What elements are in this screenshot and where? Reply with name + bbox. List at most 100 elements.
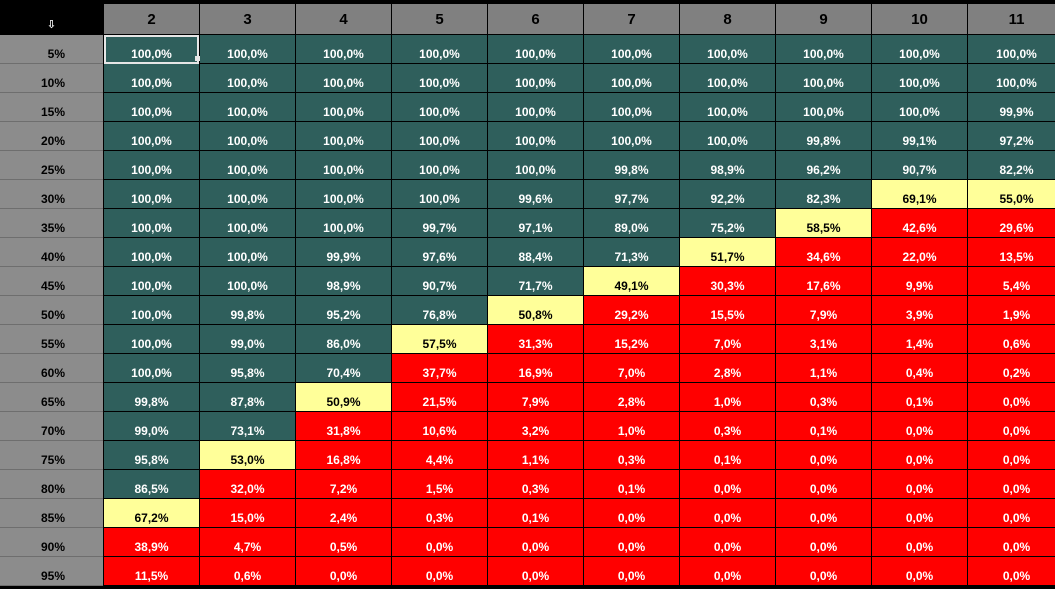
- table-cell[interactable]: 2,8%: [584, 383, 679, 412]
- table-cell[interactable]: 0,3%: [584, 441, 679, 470]
- table-cell[interactable]: 2,4%: [296, 499, 391, 528]
- table-cell[interactable]: 15,5%: [680, 296, 775, 325]
- table-cell[interactable]: 100,0%: [584, 93, 679, 122]
- table-cell[interactable]: 0,0%: [488, 557, 583, 586]
- row-header[interactable]: 45%: [0, 267, 103, 296]
- table-cell[interactable]: 100,0%: [872, 35, 967, 64]
- table-cell[interactable]: 100,0%: [104, 354, 199, 383]
- table-cell[interactable]: 100,0%: [872, 64, 967, 93]
- table-cell[interactable]: 32,0%: [200, 470, 295, 499]
- table-cell[interactable]: 100,0%: [584, 64, 679, 93]
- table-cell[interactable]: 100,0%: [488, 122, 583, 151]
- table-cell[interactable]: 0,0%: [968, 383, 1055, 412]
- table-cell[interactable]: 0,3%: [488, 470, 583, 499]
- table-cell[interactable]: 100,0%: [200, 180, 295, 209]
- table-cell[interactable]: 99,6%: [488, 180, 583, 209]
- table-cell[interactable]: 0,0%: [968, 528, 1055, 557]
- table-cell[interactable]: 0,1%: [584, 470, 679, 499]
- table-cell[interactable]: 92,2%: [680, 180, 775, 209]
- table-cell[interactable]: 100,0%: [392, 93, 487, 122]
- table-cell[interactable]: 16,8%: [296, 441, 391, 470]
- table-cell[interactable]: 100,0%: [104, 296, 199, 325]
- table-cell[interactable]: 0,3%: [392, 499, 487, 528]
- table-cell[interactable]: 100,0%: [104, 267, 199, 296]
- table-cell[interactable]: 71,7%: [488, 267, 583, 296]
- table-cell[interactable]: 100,0%: [776, 64, 871, 93]
- table-cell[interactable]: 100,0%: [680, 93, 775, 122]
- table-cell[interactable]: 34,6%: [776, 238, 871, 267]
- table-cell[interactable]: 100,0%: [200, 151, 295, 180]
- table-cell[interactable]: 0,1%: [680, 441, 775, 470]
- row-header[interactable]: 75%: [0, 441, 103, 470]
- table-cell[interactable]: 99,1%: [872, 122, 967, 151]
- row-header[interactable]: 40%: [0, 238, 103, 267]
- table-cell[interactable]: 31,3%: [488, 325, 583, 354]
- table-cell[interactable]: 0,0%: [584, 499, 679, 528]
- table-cell[interactable]: 13,5%: [968, 238, 1055, 267]
- table-cell[interactable]: 100,0%: [200, 209, 295, 238]
- table-cell[interactable]: 7,2%: [296, 470, 391, 499]
- row-header[interactable]: 10%: [0, 64, 103, 93]
- table-cell[interactable]: 1,5%: [392, 470, 487, 499]
- table-cell[interactable]: 0,1%: [488, 499, 583, 528]
- table-cell[interactable]: 86,5%: [104, 470, 199, 499]
- table-cell[interactable]: 38,9%: [104, 528, 199, 557]
- table-cell[interactable]: 100,0%: [968, 35, 1055, 64]
- table-cell[interactable]: 100,0%: [680, 122, 775, 151]
- table-cell[interactable]: 50,9%: [296, 383, 391, 412]
- table-cell[interactable]: 0,0%: [968, 470, 1055, 499]
- table-cell[interactable]: 89,0%: [584, 209, 679, 238]
- table-cell[interactable]: 0,0%: [776, 470, 871, 499]
- table-cell[interactable]: 0,0%: [872, 441, 967, 470]
- row-header[interactable]: 85%: [0, 499, 103, 528]
- table-cell[interactable]: 99,0%: [104, 412, 199, 441]
- row-header[interactable]: 90%: [0, 528, 103, 557]
- table-cell[interactable]: 1,9%: [968, 296, 1055, 325]
- table-cell[interactable]: 7,0%: [584, 354, 679, 383]
- column-header[interactable]: 5: [392, 0, 487, 35]
- table-cell[interactable]: 96,2%: [776, 151, 871, 180]
- table-cell[interactable]: 100,0%: [200, 35, 295, 64]
- table-cell[interactable]: 0,3%: [680, 412, 775, 441]
- column-header[interactable]: 9: [776, 0, 871, 35]
- table-cell[interactable]: 100,0%: [584, 122, 679, 151]
- table-cell[interactable]: 99,8%: [776, 122, 871, 151]
- column-header[interactable]: 7: [584, 0, 679, 35]
- table-cell[interactable]: 0,3%: [776, 383, 871, 412]
- table-cell[interactable]: 0,0%: [872, 499, 967, 528]
- table-cell[interactable]: 57,5%: [392, 325, 487, 354]
- column-header[interactable]: 4: [296, 0, 391, 35]
- table-cell[interactable]: 21,5%: [392, 383, 487, 412]
- table-cell[interactable]: 0,0%: [680, 470, 775, 499]
- table-cell[interactable]: 76,8%: [392, 296, 487, 325]
- table-cell[interactable]: 100,0%: [488, 93, 583, 122]
- table-cell[interactable]: 71,3%: [584, 238, 679, 267]
- table-cell[interactable]: 100,0%: [392, 64, 487, 93]
- table-cell[interactable]: 0,5%: [296, 528, 391, 557]
- table-cell[interactable]: 49,1%: [584, 267, 679, 296]
- table-cell[interactable]: 0,0%: [584, 528, 679, 557]
- table-cell[interactable]: 42,6%: [872, 209, 967, 238]
- row-header[interactable]: 20%: [0, 122, 103, 151]
- table-cell[interactable]: 100,0%: [488, 64, 583, 93]
- column-header[interactable]: 11: [968, 0, 1055, 35]
- table-cell[interactable]: 10,6%: [392, 412, 487, 441]
- table-cell[interactable]: 3,9%: [872, 296, 967, 325]
- table-cell[interactable]: 99,8%: [104, 383, 199, 412]
- table-cell[interactable]: 100,0%: [776, 35, 871, 64]
- column-header[interactable]: 10: [872, 0, 967, 35]
- table-cell[interactable]: 100,0%: [200, 238, 295, 267]
- table-cell[interactable]: 0,0%: [968, 412, 1055, 441]
- table-cell[interactable]: 0,2%: [968, 354, 1055, 383]
- table-cell[interactable]: 100,0%: [104, 93, 199, 122]
- table-cell[interactable]: 70,4%: [296, 354, 391, 383]
- table-cell[interactable]: 0,0%: [968, 499, 1055, 528]
- table-cell[interactable]: 1,0%: [680, 383, 775, 412]
- table-cell[interactable]: 100,0%: [296, 209, 391, 238]
- table-cell[interactable]: 0,0%: [968, 441, 1055, 470]
- table-cell[interactable]: 7,0%: [680, 325, 775, 354]
- table-cell[interactable]: 82,3%: [776, 180, 871, 209]
- table-cell[interactable]: 100,0%: [392, 151, 487, 180]
- table-cell[interactable]: 7,9%: [776, 296, 871, 325]
- table-cell[interactable]: 100,0%: [296, 64, 391, 93]
